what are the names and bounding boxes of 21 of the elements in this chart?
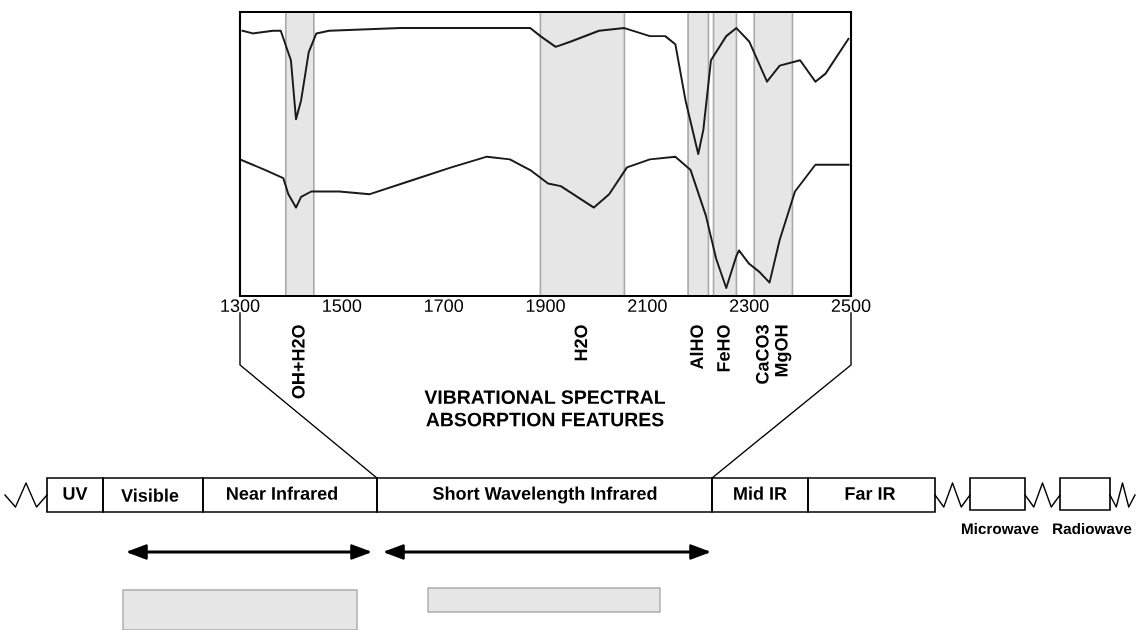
band-label: H2O bbox=[574, 325, 588, 361]
band-label: OH+H2O bbox=[291, 325, 305, 399]
band-label: CaCO3 MgOH bbox=[755, 325, 792, 384]
text: Radiowave bbox=[1053, 522, 1132, 535]
x-tick-label: 2500 bbox=[831, 299, 871, 313]
text: Mid IR bbox=[734, 486, 787, 500]
text: VIBRATIONAL SPECTRAL ABSORPTION FEATURES bbox=[424, 390, 666, 427]
x-tick-label: 1500 bbox=[323, 299, 362, 313]
text: Visible bbox=[121, 488, 179, 502]
x-tick-label: 2100 bbox=[628, 299, 667, 313]
text: Near Infrared bbox=[227, 486, 338, 500]
text: Microwave bbox=[961, 522, 1039, 535]
text: Short Wavelength Infrared bbox=[433, 486, 657, 504]
x-tick-label: 1700 bbox=[424, 299, 464, 313]
band-label: FeHO bbox=[717, 325, 730, 372]
x-tick-label: 1900 bbox=[526, 299, 565, 313]
band-label: AlHO bbox=[689, 325, 704, 370]
text: Far IR bbox=[845, 487, 896, 500]
text: UV bbox=[63, 487, 88, 500]
x-tick-label: 2300 bbox=[729, 299, 769, 313]
x-tick-label: 1300 bbox=[221, 299, 260, 313]
